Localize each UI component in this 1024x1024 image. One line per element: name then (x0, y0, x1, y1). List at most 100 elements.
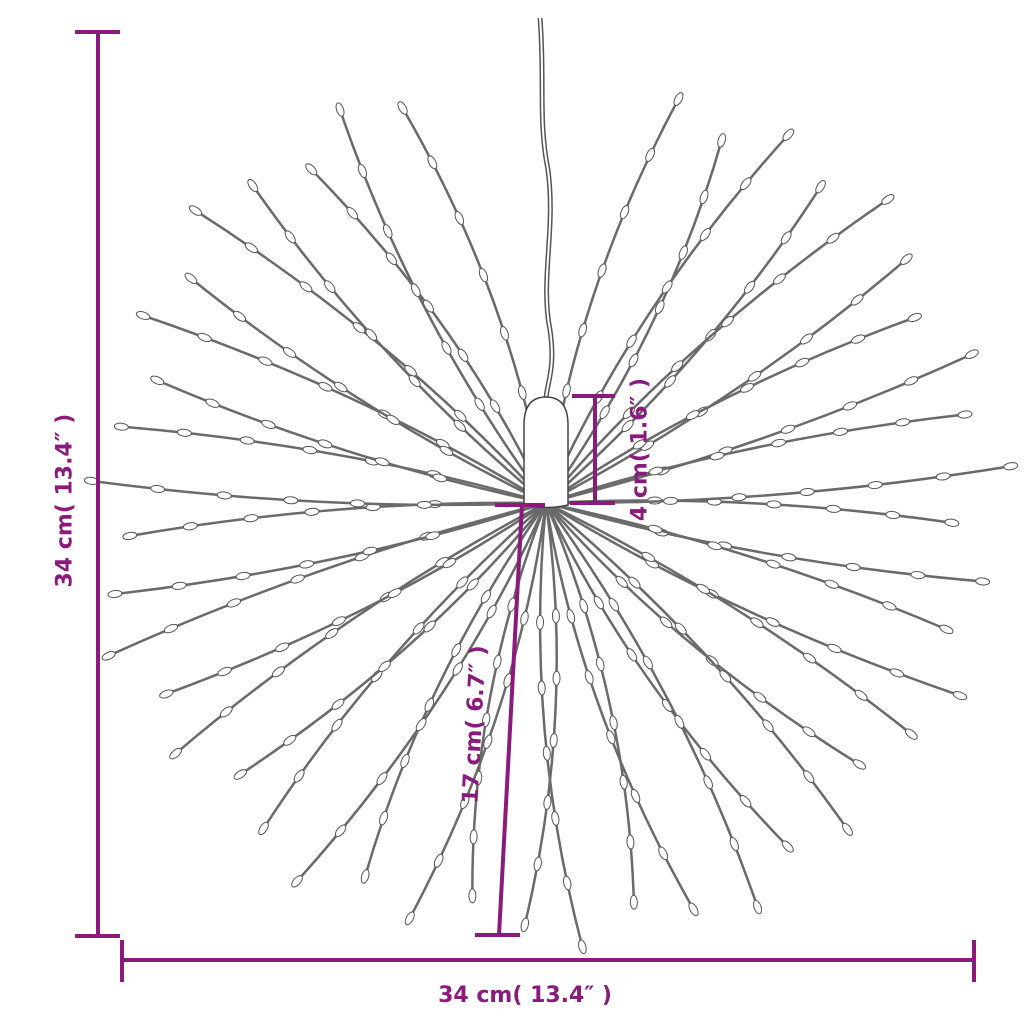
led-bulb (748, 370, 762, 382)
led-bulb (632, 439, 647, 450)
led-bulb (826, 232, 840, 244)
led-bulb (850, 334, 866, 344)
led-bulb (773, 273, 786, 285)
led-bulb (324, 280, 336, 293)
led-bulb (562, 383, 571, 399)
light-strand (140, 313, 547, 505)
led-bulb (299, 560, 315, 569)
led-bulb (386, 414, 400, 425)
led-bulb (551, 810, 560, 826)
led-bulb (803, 652, 817, 664)
led-bulb (731, 493, 747, 502)
led-bulb (699, 228, 711, 241)
led-bulb (283, 496, 299, 505)
led-bulb (753, 899, 763, 915)
led-bulb (543, 794, 552, 810)
led-bulb (674, 622, 687, 635)
led-bulb (466, 578, 479, 591)
led-bulb (441, 341, 452, 355)
led-bulb (282, 347, 297, 358)
width-dimension-label: 34 cm( 13.4″ ) (438, 983, 612, 1008)
led-bulb (233, 769, 247, 780)
led-bulb (387, 588, 402, 599)
led-bulb (854, 689, 868, 701)
led-bulb (795, 357, 810, 368)
led-bulb (258, 821, 269, 836)
led-bulb (678, 245, 688, 260)
led-bulb (334, 824, 347, 838)
led-bulb (771, 438, 787, 448)
led-bulb (739, 795, 752, 808)
led-bulb (454, 210, 465, 226)
led-bulb (184, 272, 198, 284)
led-bulb (721, 315, 734, 328)
led-bulb (850, 294, 864, 306)
led-bulb (780, 424, 796, 434)
led-bulb (766, 500, 782, 509)
led-bulb (661, 280, 673, 294)
led-bulb (217, 666, 232, 677)
led-bulb (841, 822, 853, 836)
led-bulb (451, 643, 462, 658)
led-bulb (615, 575, 628, 588)
led-bulb (283, 734, 297, 746)
led-bulb (654, 300, 665, 315)
led-bulb (595, 656, 605, 672)
led-bulb (882, 601, 897, 611)
led-bulb (385, 252, 398, 266)
led-bulb (169, 747, 182, 760)
led-bulb (291, 875, 303, 888)
led-bulb (578, 322, 588, 338)
led-bulb (740, 177, 752, 191)
led-bulb (357, 163, 368, 179)
led-bulb (239, 436, 255, 445)
led-bulb (907, 312, 922, 323)
led-bulb (493, 654, 502, 670)
led-bulb (410, 283, 421, 298)
led-bulb (304, 507, 320, 516)
led-bulb (645, 147, 656, 162)
led-bulb (626, 648, 638, 662)
led-bulb (782, 128, 795, 141)
led-bulb (302, 445, 318, 455)
led-bulb (895, 418, 911, 427)
led-bulb (442, 557, 457, 569)
led-bulb (517, 385, 527, 401)
led-bulb (699, 747, 712, 761)
led-bulb (642, 655, 653, 670)
led-bulb (416, 500, 432, 509)
led-bulb (500, 326, 509, 341)
led-bulb (1003, 462, 1019, 471)
led-bulb (935, 472, 951, 481)
led-bulb (703, 775, 713, 790)
led-bulb (802, 726, 816, 738)
led-bulb (379, 810, 389, 826)
led-bulb (766, 559, 781, 569)
led-bulb (957, 410, 973, 419)
led-bulb (885, 510, 901, 520)
led-bulb (606, 730, 616, 745)
led-bulb (163, 623, 179, 634)
led-bulb (243, 514, 259, 523)
light-strand (545, 257, 909, 505)
led-bulb (482, 712, 491, 728)
led-bulb (641, 551, 656, 563)
led-bulb (842, 401, 858, 411)
led-bulb (226, 598, 242, 608)
led-bulb (578, 939, 587, 955)
led-bulb (483, 734, 493, 749)
led-bulb (579, 598, 589, 614)
led-bulb (376, 772, 388, 786)
led-bulb (551, 608, 560, 624)
led-bulb (825, 504, 841, 513)
led-bulb (261, 419, 276, 429)
led-bulb (743, 280, 756, 294)
height-dimension-label: 34 cm( 13.4″ ) (52, 413, 78, 588)
light-strand (250, 183, 547, 504)
led-bulb (423, 620, 436, 633)
led-bulb (331, 698, 345, 710)
light-strand (538, 502, 585, 949)
led-bulb (717, 133, 727, 148)
